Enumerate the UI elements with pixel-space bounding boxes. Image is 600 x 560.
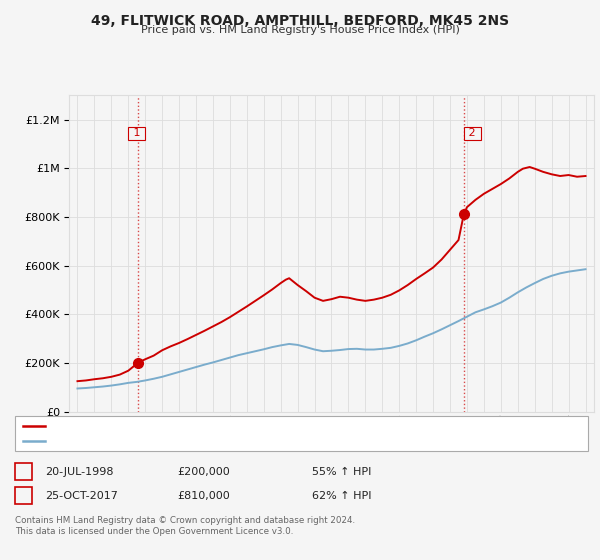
Text: Contains HM Land Registry data © Crown copyright and database right 2024.
This d: Contains HM Land Registry data © Crown c… (15, 516, 355, 536)
Text: 1: 1 (20, 466, 27, 477)
Text: HPI: Average price, detached house, Central Bedfordshire: HPI: Average price, detached house, Cent… (49, 436, 337, 446)
Text: £810,000: £810,000 (177, 491, 230, 501)
Text: 20-JUL-1998: 20-JUL-1998 (45, 466, 113, 477)
Text: 62% ↑ HPI: 62% ↑ HPI (312, 491, 371, 501)
Text: 49, FLITWICK ROAD, AMPTHILL, BEDFORD, MK45 2NS: 49, FLITWICK ROAD, AMPTHILL, BEDFORD, MK… (91, 14, 509, 28)
Text: 2: 2 (465, 128, 479, 138)
Text: 1: 1 (130, 128, 144, 138)
Text: 2: 2 (20, 491, 27, 501)
Text: 55% ↑ HPI: 55% ↑ HPI (312, 466, 371, 477)
Text: 25-OCT-2017: 25-OCT-2017 (45, 491, 118, 501)
Text: 49, FLITWICK ROAD, AMPTHILL, BEDFORD, MK45 2NS (detached house): 49, FLITWICK ROAD, AMPTHILL, BEDFORD, MK… (49, 421, 405, 431)
Text: Price paid vs. HM Land Registry's House Price Index (HPI): Price paid vs. HM Land Registry's House … (140, 25, 460, 35)
Text: £200,000: £200,000 (177, 466, 230, 477)
